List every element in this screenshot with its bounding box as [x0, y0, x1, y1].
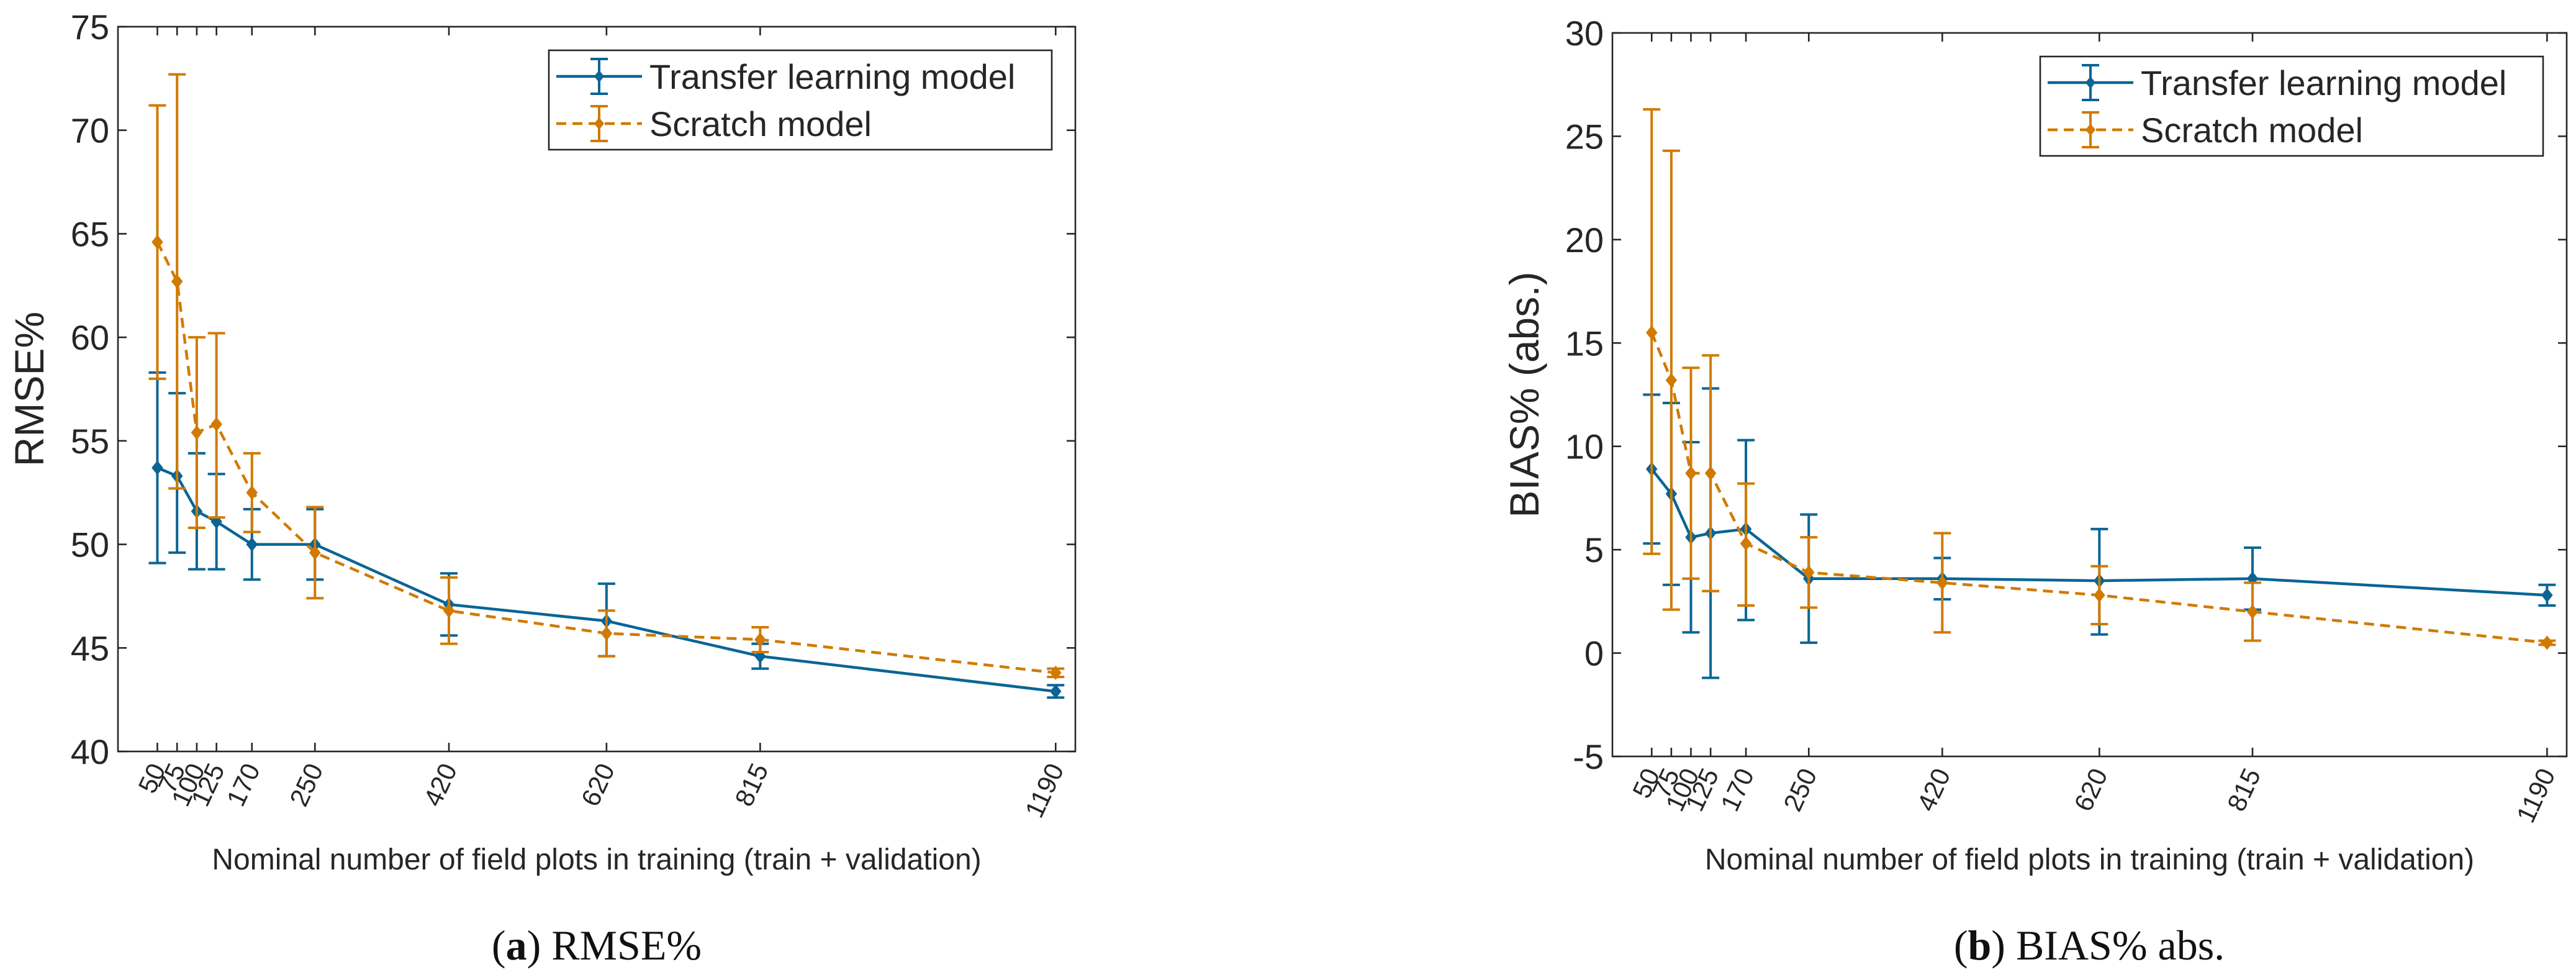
data-point [151, 460, 163, 475]
series-scratch [148, 73, 1065, 680]
y-tick-label: 25 [1565, 117, 1604, 156]
panel-caption: (b) BIAS% abs. [1954, 922, 2225, 969]
series-line [1650, 468, 2547, 597]
data-point [210, 417, 222, 432]
y-tick-label: 0 [1584, 634, 1604, 673]
data-point [1937, 575, 1948, 591]
caption-text: RMSE% [551, 922, 702, 969]
data-point [443, 603, 455, 618]
y-tick-label: 65 [71, 214, 109, 253]
legend-box [548, 49, 1053, 151]
data-point [2541, 588, 2553, 602]
data-point [1645, 325, 1658, 340]
x-tick-label: 815 [729, 759, 774, 810]
legend: Transfer learning model Scratch model [2039, 55, 2544, 157]
y-tick-label: 70 [71, 111, 109, 150]
data-point [151, 235, 163, 250]
data-point [1802, 565, 1815, 580]
legend-entry: Transfer learning model [2048, 63, 2506, 102]
x-tick-label: 170 [221, 759, 266, 810]
legend-entry: Scratch model [2048, 111, 2363, 150]
data-point [1685, 466, 1697, 481]
y-tick-label: 10 [1565, 427, 1604, 466]
x-tick-label: 620 [576, 759, 620, 810]
legend: Transfer learning model Scratch model [548, 49, 1053, 151]
legend-entry: Scratch model [556, 104, 872, 143]
x-tick-label: 420 [418, 759, 463, 810]
y-axis-label: RMSE% [6, 312, 52, 466]
series-line [1650, 332, 2547, 645]
y-tick-label: 15 [1565, 324, 1604, 363]
x-tick-label: 420 [1911, 764, 1956, 815]
y-tick-label: 50 [71, 525, 109, 565]
series-line [156, 241, 1056, 674]
caption-text: BIAS% abs. [2016, 922, 2225, 969]
y-tick-label: 45 [71, 628, 109, 668]
x-tick-label: 250 [284, 759, 328, 810]
x-tick-label: 815 [2221, 764, 2266, 815]
y-tick-label: 75 [71, 7, 109, 47]
data-point [2541, 635, 2553, 650]
series-scratch [1643, 108, 2556, 650]
legend-label: Scratch model [649, 104, 872, 143]
legend-label: Scratch model [2141, 111, 2363, 150]
y-tick-label: 5 [1584, 530, 1604, 569]
data-point [1665, 373, 1678, 388]
legend-label: Transfer learning model [649, 57, 1015, 96]
y-axis-label: BIAS% (abs.) [1501, 271, 1547, 517]
x-tick-label: 1190 [2511, 764, 2561, 827]
panel-caption: (a) RMSE% [492, 922, 702, 969]
legend-entry: Transfer learning model [556, 57, 1015, 96]
data-point [191, 425, 203, 440]
data-point [1740, 536, 1752, 551]
x-axis-label: Nominal number of field plots in trainin… [212, 843, 981, 876]
legend-box [2039, 55, 2544, 157]
data-point [171, 274, 183, 289]
data-point [309, 545, 321, 560]
data-point [1049, 684, 1062, 699]
y-tick-label: 20 [1565, 220, 1604, 260]
axes-frame [117, 25, 1077, 753]
legend-label: Transfer learning model [2141, 63, 2506, 102]
data-point [246, 537, 258, 552]
y-tick-label: 55 [71, 422, 109, 461]
data-point [210, 514, 222, 529]
caption-label: b [1968, 922, 1991, 969]
data-point [246, 485, 258, 500]
x-tick-label: 250 [1778, 764, 1822, 815]
data-point [1049, 665, 1062, 680]
y-tick-label: 30 [1565, 14, 1604, 53]
x-tick-label: 1190 [1019, 759, 1070, 822]
caption-label: a [506, 922, 527, 969]
axes-frame [1611, 32, 2568, 758]
data-point [754, 632, 766, 647]
data-point [2246, 604, 2259, 619]
data-point [600, 626, 613, 641]
y-tick-label: -5 [1573, 737, 1604, 776]
data-point [2094, 588, 2105, 602]
x-axis-label: Nominal number of field plots in trainin… [1705, 843, 2474, 876]
x-tick-label: 620 [2068, 764, 2113, 815]
data-point [1704, 466, 1717, 481]
x-tick-label: 170 [1715, 764, 1760, 815]
series-line [156, 466, 1056, 693]
y-tick-label: 40 [71, 732, 109, 771]
series-transfer-learning [1643, 387, 2556, 679]
y-tick-label: 60 [71, 318, 109, 357]
